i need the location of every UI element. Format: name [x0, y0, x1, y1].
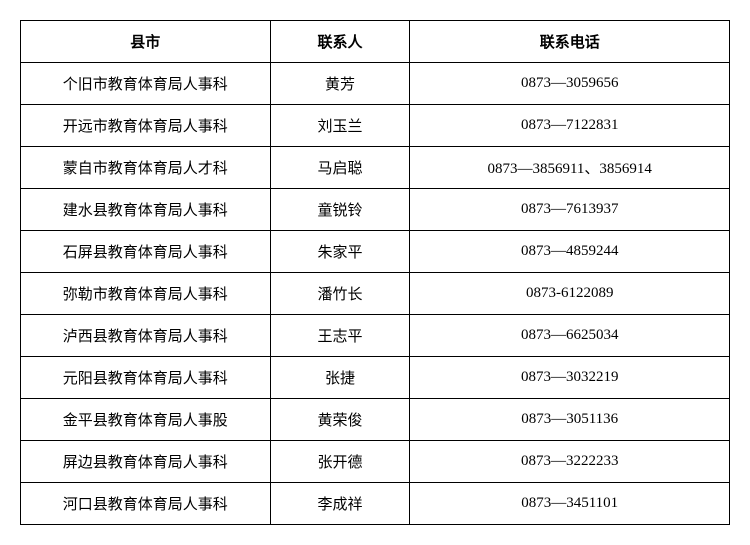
table-row: 元阳县教育体育局人事科 张捷 0873—3032219 [21, 357, 730, 399]
cell-county: 弥勒市教育体育局人事科 [21, 273, 271, 315]
cell-county: 金平县教育体育局人事股 [21, 399, 271, 441]
table-body: 个旧市教育体育局人事科 黄芳 0873—3059656 开远市教育体育局人事科 … [21, 63, 730, 525]
column-header-county: 县市 [21, 21, 271, 63]
cell-contact: 李成祥 [270, 483, 410, 525]
cell-phone: 0873—3451101 [410, 483, 730, 525]
cell-contact: 潘竹长 [270, 273, 410, 315]
table-row: 建水县教育体育局人事科 童锐铃 0873—7613937 [21, 189, 730, 231]
cell-phone: 0873—3051136 [410, 399, 730, 441]
cell-phone: 0873—3222233 [410, 441, 730, 483]
cell-contact: 黄荣俊 [270, 399, 410, 441]
column-header-phone: 联系电话 [410, 21, 730, 63]
table-header-row: 县市 联系人 联系电话 [21, 21, 730, 63]
cell-contact: 王志平 [270, 315, 410, 357]
cell-phone: 0873—4859244 [410, 231, 730, 273]
contact-table: 县市 联系人 联系电话 个旧市教育体育局人事科 黄芳 0873—3059656 … [20, 20, 730, 525]
table-row: 弥勒市教育体育局人事科 潘竹长 0873-6122089 [21, 273, 730, 315]
cell-contact: 童锐铃 [270, 189, 410, 231]
table-row: 河口县教育体育局人事科 李成祥 0873—3451101 [21, 483, 730, 525]
cell-contact: 马启聪 [270, 147, 410, 189]
cell-phone: 0873—7122831 [410, 105, 730, 147]
cell-contact: 张开德 [270, 441, 410, 483]
cell-contact: 张捷 [270, 357, 410, 399]
table-row: 屏边县教育体育局人事科 张开德 0873—3222233 [21, 441, 730, 483]
cell-county: 屏边县教育体育局人事科 [21, 441, 271, 483]
table-row: 泸西县教育体育局人事科 王志平 0873—6625034 [21, 315, 730, 357]
cell-county: 石屏县教育体育局人事科 [21, 231, 271, 273]
cell-phone: 0873-6122089 [410, 273, 730, 315]
cell-county: 个旧市教育体育局人事科 [21, 63, 271, 105]
cell-phone: 0873—3032219 [410, 357, 730, 399]
table-row: 开远市教育体育局人事科 刘玉兰 0873—7122831 [21, 105, 730, 147]
table-row: 个旧市教育体育局人事科 黄芳 0873—3059656 [21, 63, 730, 105]
cell-county: 河口县教育体育局人事科 [21, 483, 271, 525]
cell-contact: 刘玉兰 [270, 105, 410, 147]
cell-county: 蒙自市教育体育局人才科 [21, 147, 271, 189]
cell-phone: 0873—6625034 [410, 315, 730, 357]
cell-phone: 0873—3856911、3856914 [410, 147, 730, 189]
cell-phone: 0873—3059656 [410, 63, 730, 105]
cell-county: 开远市教育体育局人事科 [21, 105, 271, 147]
cell-county: 元阳县教育体育局人事科 [21, 357, 271, 399]
cell-phone: 0873—7613937 [410, 189, 730, 231]
cell-county: 建水县教育体育局人事科 [21, 189, 271, 231]
column-header-contact: 联系人 [270, 21, 410, 63]
cell-contact: 黄芳 [270, 63, 410, 105]
cell-contact: 朱家平 [270, 231, 410, 273]
table-row: 金平县教育体育局人事股 黄荣俊 0873—3051136 [21, 399, 730, 441]
table-row: 石屏县教育体育局人事科 朱家平 0873—4859244 [21, 231, 730, 273]
table-row: 蒙自市教育体育局人才科 马启聪 0873—3856911、3856914 [21, 147, 730, 189]
cell-county: 泸西县教育体育局人事科 [21, 315, 271, 357]
